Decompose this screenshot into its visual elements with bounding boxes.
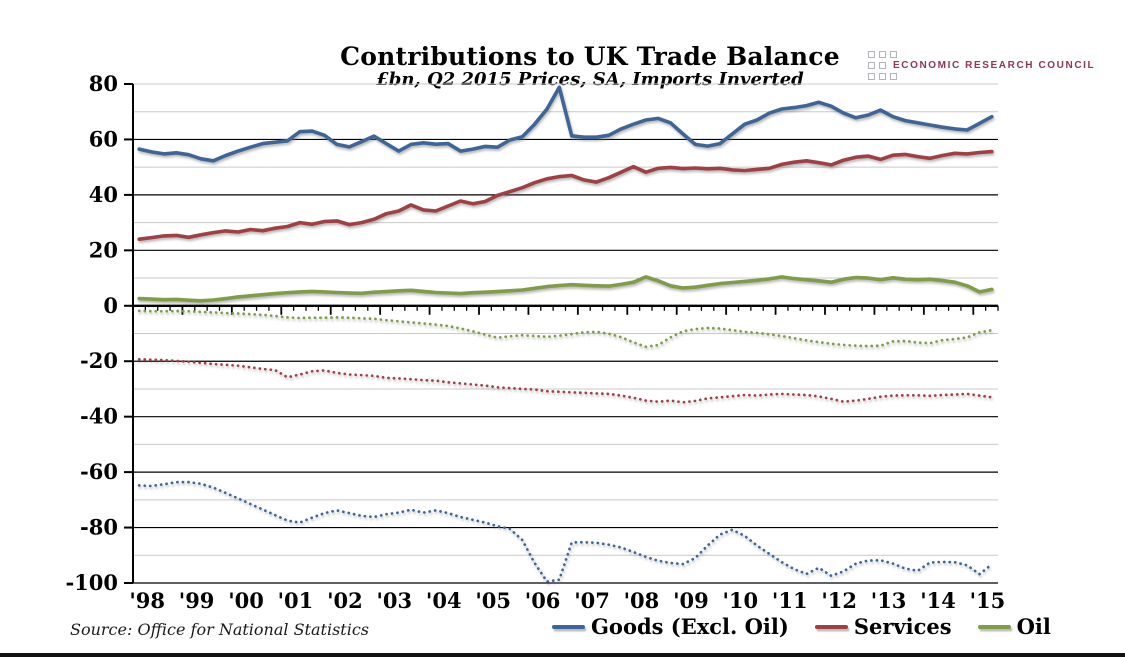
svg-text:'14: '14 xyxy=(920,588,956,613)
erc-logo: ECONOMIC RESEARCH COUNCIL xyxy=(868,50,1095,80)
svg-text:20: 20 xyxy=(89,237,118,262)
svg-text:'00: '00 xyxy=(228,588,264,613)
svg-text:'02: '02 xyxy=(327,588,363,613)
erc-logo-square xyxy=(879,61,886,69)
goods-line-swatch-icon xyxy=(552,624,585,629)
svg-text:40: 40 xyxy=(89,182,118,207)
erc-logo-squares-row2: ECONOMIC RESEARCH COUNCIL xyxy=(868,59,1096,71)
svg-text:'01: '01 xyxy=(278,588,314,613)
bottom-border-bar xyxy=(0,653,1125,657)
services-line-swatch-icon xyxy=(814,624,848,629)
svg-text:-20: -20 xyxy=(80,348,118,373)
svg-text:'09: '09 xyxy=(673,588,709,613)
legend-label-goods: Goods (Excl. Oil) xyxy=(591,614,789,639)
svg-text:'04: '04 xyxy=(426,588,462,613)
erc-logo-square xyxy=(879,72,886,80)
erc-logo-text: ECONOMIC RESEARCH COUNCIL xyxy=(893,59,1096,71)
svg-text:-60: -60 xyxy=(80,459,118,484)
svg-text:-100: -100 xyxy=(65,570,118,595)
erc-logo-squares-row3 xyxy=(868,72,1095,80)
svg-text:'98: '98 xyxy=(129,588,165,613)
legend-label-services: Services xyxy=(853,614,952,639)
erc-logo-square xyxy=(879,50,886,58)
erc-logo-square xyxy=(868,72,875,80)
svg-text:'06: '06 xyxy=(525,588,561,613)
svg-text:'08: '08 xyxy=(624,588,660,613)
svg-text:'10: '10 xyxy=(722,588,758,613)
svg-text:0: 0 xyxy=(103,293,118,318)
svg-text:'13: '13 xyxy=(871,588,907,613)
source-note: Source: Office for National Statistics xyxy=(70,620,369,639)
erc-logo-square xyxy=(868,61,875,69)
svg-text:'15: '15 xyxy=(970,588,1006,613)
svg-text:'99: '99 xyxy=(179,588,215,613)
erc-logo-square xyxy=(890,72,897,80)
svg-text:-40: -40 xyxy=(80,404,118,429)
legend-label-oil: Oil xyxy=(1016,614,1051,639)
svg-text:'11: '11 xyxy=(772,588,808,613)
erc-logo-square xyxy=(868,50,875,58)
legend-item-oil: Oil xyxy=(977,614,1051,639)
legend-item-services: Services xyxy=(814,614,952,639)
svg-text:80: 80 xyxy=(89,71,118,96)
erc-logo-square xyxy=(890,50,897,58)
oil-line-swatch-icon xyxy=(977,624,1011,629)
chart-legend: Goods (Excl. Oil) Services Oil xyxy=(552,614,1051,639)
svg-text:60: 60 xyxy=(89,126,118,151)
legend-item-goods: Goods (Excl. Oil) xyxy=(552,614,789,639)
erc-logo-squares-row1 xyxy=(868,50,1095,58)
svg-text:'05: '05 xyxy=(475,588,511,613)
svg-text:'03: '03 xyxy=(376,588,412,613)
svg-text:'12: '12 xyxy=(821,588,857,613)
svg-text:'07: '07 xyxy=(574,588,610,613)
svg-text:-80: -80 xyxy=(80,515,118,540)
